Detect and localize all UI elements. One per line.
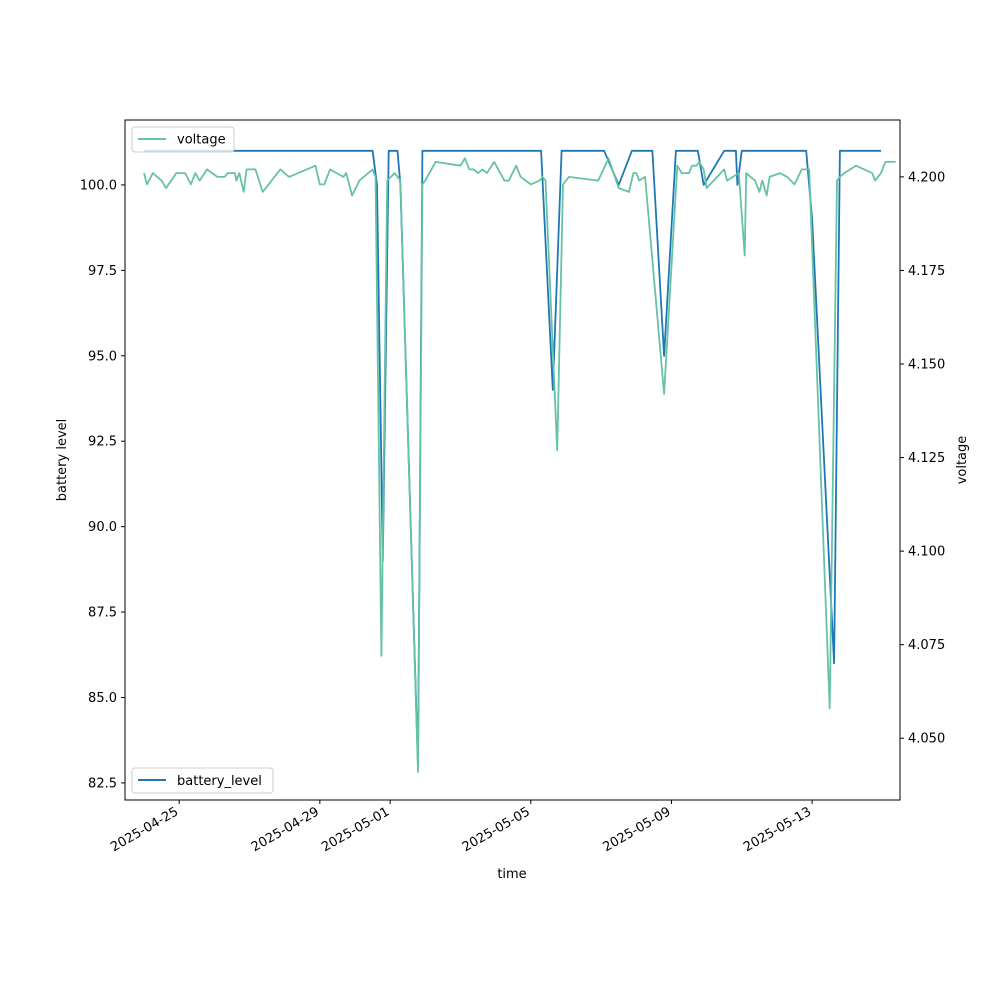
right-y-tick-label: 4.200 (908, 170, 945, 185)
series-line-battery-level (144, 149, 881, 767)
left-y-tick-label: 85.0 (88, 691, 117, 706)
left-y-tick-label: 82.5 (88, 776, 117, 791)
x-tick-label: 2025-04-25 (108, 804, 181, 855)
plot-frame (124, 119, 901, 801)
left-y-tick-label: 90.0 (88, 520, 117, 535)
x-axis-label: time (497, 867, 526, 882)
x-tick-label: 2025-05-09 (601, 804, 674, 855)
series-layer (143, 149, 896, 773)
series-line-voltage (143, 157, 896, 773)
right-y-tick-label: 4.050 (908, 732, 945, 747)
right-y-tick-label: 4.150 (908, 358, 945, 373)
legend-voltage-label: voltage (177, 133, 226, 148)
right-y-tick-label: 4.100 (908, 545, 945, 560)
left-y-axis-ticks: 82.5 85.0 87.5 90.0 92.5 95.0 97.5 100.0 (80, 178, 125, 791)
legend-voltage-box (131, 126, 235, 153)
legend-battery-level-label: battery_level (177, 774, 262, 789)
left-y-tick-label: 97.5 (88, 264, 117, 279)
x-tick-label: 2025-04-29 (249, 804, 322, 855)
left-y-tick-label: 100.0 (80, 178, 117, 193)
right-y-tick-label: 4.175 (908, 264, 945, 279)
right-y-axis-label: voltage (955, 436, 970, 485)
right-y-tick-label: 4.125 (908, 451, 945, 466)
legend-battery-level-box (131, 767, 274, 794)
right-y-tick-label: 4.075 (908, 638, 945, 653)
left-y-tick-label: 95.0 (88, 349, 117, 364)
left-y-axis-label: battery level (55, 419, 70, 502)
x-tick-label: 2025-05-13 (741, 804, 814, 855)
legend-voltage: voltage (131, 126, 235, 153)
right-y-axis-ticks: 4.050 4.075 4.100 4.125 4.150 4.175 4.200 (900, 170, 945, 747)
left-y-tick-label: 92.5 (88, 435, 117, 450)
x-tick-label: 2025-05-05 (460, 804, 533, 855)
x-tick-label: 2025-05-01 (319, 804, 392, 855)
legend-battery-level: battery_level (131, 767, 274, 794)
left-y-tick-label: 87.5 (88, 606, 117, 621)
